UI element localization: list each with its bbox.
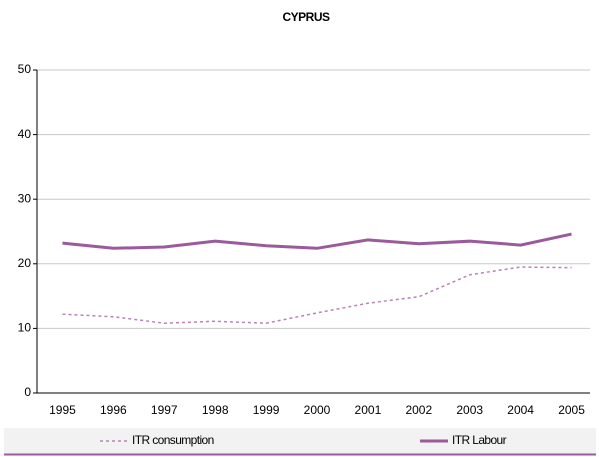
y-tick-label: 20 [18,256,32,270]
x-tick-label: 2000 [304,403,331,417]
x-tick-label: 1997 [151,403,178,417]
legend-box [4,428,596,454]
x-tick-label: 1995 [49,403,76,417]
y-tick-label: 40 [18,127,32,141]
x-tick-label: 2003 [456,403,483,417]
series-line [62,232,572,250]
x-tick-label: 2004 [507,403,534,417]
series-line [62,266,572,324]
x-tick-label: 2001 [355,403,382,417]
x-tick-label: 2005 [558,403,585,417]
x-tick-label: 1999 [253,403,280,417]
x-tick-label: 1998 [202,403,229,417]
y-tick-label: 0 [24,385,31,399]
y-tick-label: 10 [18,321,32,335]
legend-label: ITR consumption [132,433,214,447]
chart-title: CYPRUS [282,10,330,24]
x-tick-label: 1996 [100,403,127,417]
y-tick-label: 50 [18,62,32,76]
y-tick-label: 30 [18,191,32,205]
x-tick-label: 2002 [405,403,432,417]
legend-label: ITR Labour [452,433,507,447]
